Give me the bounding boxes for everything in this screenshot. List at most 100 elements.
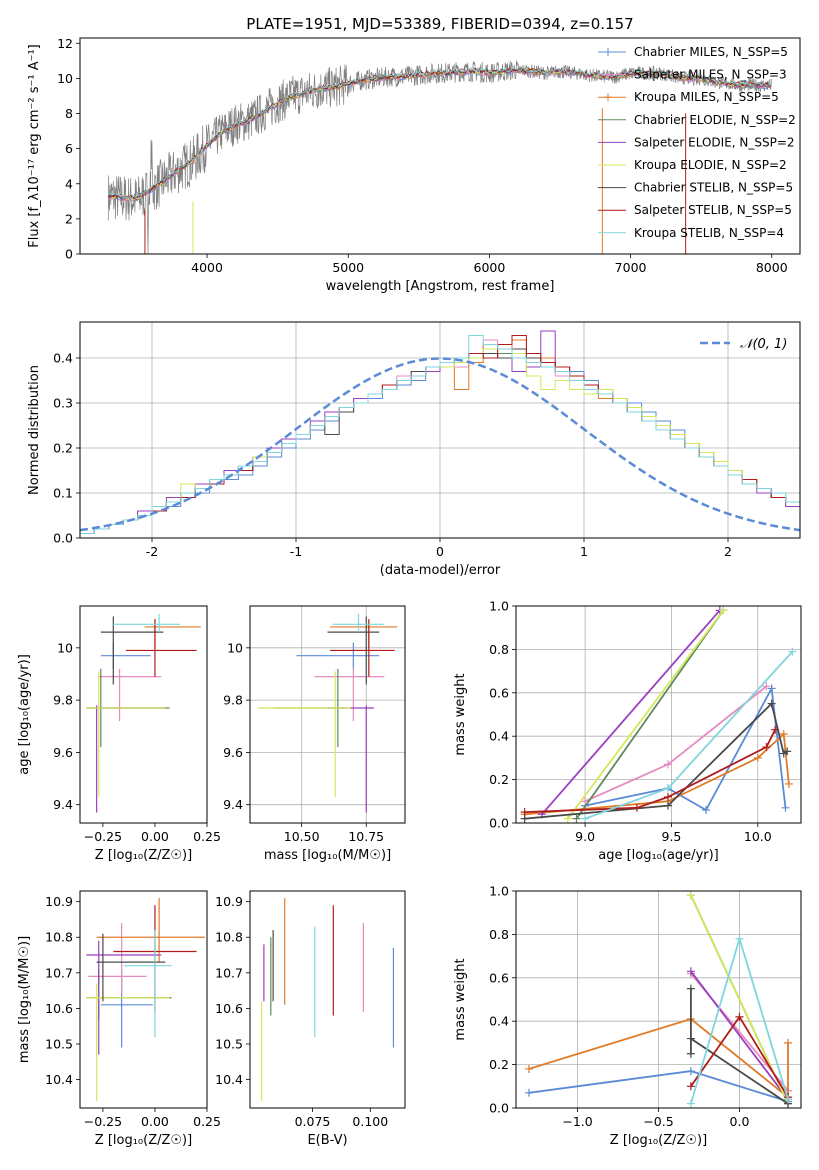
y-tick-label: 0.4: [53, 351, 73, 366]
y-tick-label: 0.0: [489, 1101, 509, 1116]
x-tick-label: 0.25: [193, 1114, 221, 1129]
axes-frame: [515, 890, 802, 1109]
legend-label: Chabrier ELODIE, N_SSP=2: [634, 113, 796, 127]
plot-area: [260, 898, 395, 1101]
model-line-6: [107, 67, 771, 199]
weight-marker: [686, 1099, 695, 1108]
x-tick-label: −0.25: [84, 829, 122, 844]
weight-line-6: [690, 988, 789, 1105]
legend-label: Chabrier MILES, N_SSP=5: [634, 45, 788, 59]
x-tick-label: 10.0: [744, 829, 772, 844]
x-tick-label: 10.50: [284, 829, 320, 844]
y-tick-label: 9.8: [223, 693, 243, 708]
model-line-8: [107, 66, 771, 200]
y-tick-label: 0.8: [489, 642, 509, 657]
y-tick-label: 2: [65, 211, 73, 226]
histogram-1: [80, 339, 800, 534]
x-axis-label: mass [log₁₀(M/M☉)]: [264, 848, 391, 863]
weight-line-4: [690, 970, 789, 1100]
plot-area: [80, 322, 800, 538]
x-axis-label: Z [log₁₀(Z/Z☉)]: [610, 1133, 707, 1148]
weight-line-5: [567, 609, 725, 820]
x-tick-label: 1: [580, 544, 588, 559]
y-tick-label: 10.6: [215, 1001, 243, 1016]
weight-marker: [753, 753, 762, 762]
chart-residuals: -2 -1 0 1 2 0.0 0.1 0.2 0.3 0.4 (data-model)/error…: [27, 321, 801, 578]
x-tick-label: 6000: [474, 260, 506, 275]
axes-frame: [515, 605, 802, 824]
legend: Chabrier MILES, N_SSP=5 Salpeter MILES, N…: [598, 45, 796, 240]
weight-marker: [784, 779, 793, 788]
x-axis-label: E(B-V): [307, 1133, 347, 1148]
weight-line-0: [584, 685, 787, 812]
weight-marker: [762, 743, 771, 752]
y-axis-label: mass [log₁₀(M/M☉)]: [17, 936, 32, 1063]
y-tick-label: 1.0: [489, 884, 509, 899]
legend-label: Salpeter MILES, N_SSP=3: [634, 68, 787, 82]
y-tick-label: 9.8: [53, 693, 73, 708]
y-tick-label: 4: [65, 176, 73, 191]
legend-label: Salpeter STELIB, N_SSP=5: [634, 203, 792, 217]
legend-label: 𝒩(0, 1): [740, 337, 787, 352]
x-tick-label: 0.100: [352, 1114, 388, 1129]
chart-age_vs_Z: −0.25 0.00 0.25 9.4 9.6 9.8 10 Z [log₁₀(Z/Z☉)] a…: [17, 605, 221, 863]
x-tick-label: -2: [146, 544, 158, 559]
histogram-4: [80, 330, 800, 534]
legend-label: Kroupa STELIB, N_SSP=4: [634, 226, 784, 240]
weight-marker: [779, 730, 788, 739]
weight-marker: [572, 814, 581, 823]
y-tick-label: 10.7: [215, 965, 243, 980]
x-tick-label: 0.00: [141, 1114, 169, 1129]
weight-line-7: [524, 729, 776, 813]
weight-marker: [767, 699, 776, 708]
weight-marker: [686, 891, 695, 900]
x-tick-label: -1: [290, 544, 302, 559]
weight-marker: [762, 682, 771, 691]
weight-marker: [719, 606, 728, 615]
y-tick-label: 9.6: [53, 745, 73, 760]
weight-line-2: [524, 732, 790, 816]
legend-label: Kroupa ELODIE, N_SSP=2: [634, 158, 787, 172]
y-tick-label: 9.6: [223, 745, 243, 760]
weight-marker: [702, 805, 710, 814]
plot-area: [86, 898, 205, 1101]
weight-marker: [524, 1088, 533, 1097]
histogram-2: [80, 339, 800, 534]
plot-area: [86, 613, 201, 813]
y-tick-label: 10.9: [45, 894, 73, 909]
weight-marker: [686, 967, 695, 976]
weight-marker: [664, 784, 672, 793]
weight-marker: [781, 803, 790, 812]
y-tick-label: 10.8: [45, 930, 73, 945]
weight-marker: [524, 1064, 533, 1073]
y-tick-label: 10.6: [45, 1001, 73, 1016]
y-tick-label: 12: [57, 36, 73, 51]
weight-marker: [664, 801, 672, 810]
y-tick-label: 0.6: [489, 970, 509, 985]
x-tick-label: 8000: [756, 260, 788, 275]
observed-spectrum-line: [107, 60, 772, 254]
weight-marker: [783, 747, 792, 756]
y-tick-label: 0.3: [53, 396, 73, 411]
model-line-7: [108, 67, 771, 200]
x-axis-label: Z [log₁₀(Z/Z☉)]: [95, 848, 192, 863]
x-tick-label: 2: [724, 544, 732, 559]
weight-marker: [686, 1067, 695, 1076]
weight-marker: [664, 792, 672, 801]
weight-marker: [784, 1038, 793, 1047]
y-tick-label: 10: [57, 640, 73, 655]
plot-area: [516, 606, 801, 823]
x-axis-label: (data-model)/error: [380, 563, 501, 578]
weight-line-8: [584, 650, 794, 820]
axes-frame: [79, 37, 801, 255]
weight-marker: [686, 984, 695, 993]
chart-weight_vs_Z: −1.0 −0.5 0.0 0.0 0.2 0.4 0.6 0.8 1.0 Z [log₁₀(Z/…: [453, 884, 802, 1148]
y-tick-label: 9.4: [53, 797, 73, 812]
x-tick-label: 0.075: [295, 1114, 331, 1129]
axes-frame: [79, 321, 801, 539]
legend-label: Kroupa MILES, N_SSP=5: [634, 90, 779, 104]
x-tick-label: 4000: [191, 260, 223, 275]
axes-frame: [79, 605, 208, 824]
weight-marker: [767, 684, 776, 693]
